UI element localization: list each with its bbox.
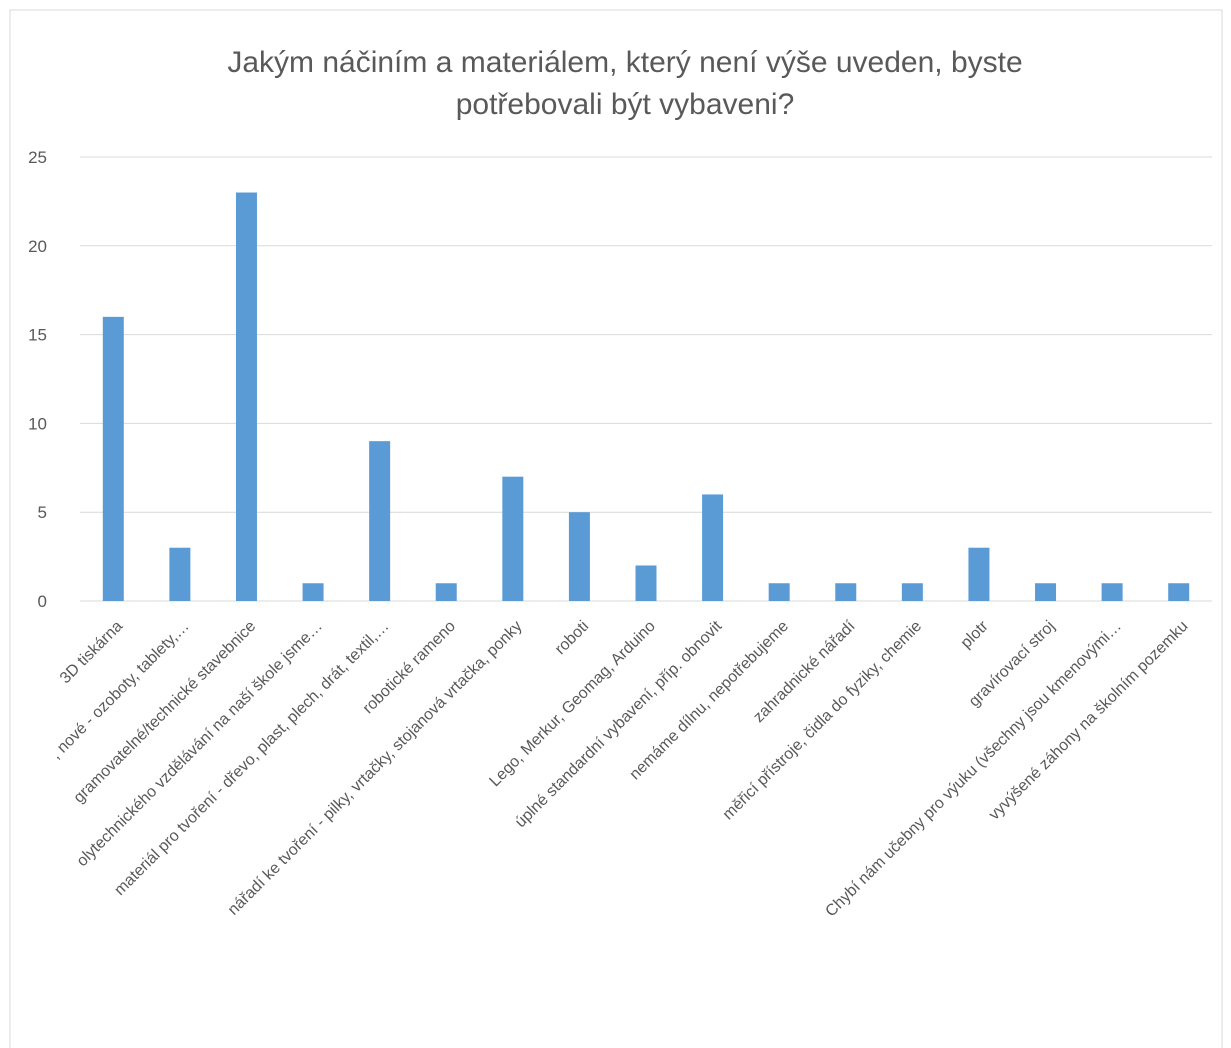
bar: [169, 547, 191, 601]
bar: [1168, 583, 1190, 601]
y-tick-label: 5: [38, 503, 47, 522]
bar: [1035, 583, 1057, 601]
y-tick-label: 25: [28, 148, 47, 167]
bar: [435, 583, 457, 601]
bar: [102, 316, 124, 601]
y-tick-label: 10: [28, 414, 47, 433]
bar: [768, 583, 790, 601]
bar: [635, 565, 657, 601]
bar: [502, 476, 524, 601]
bar: [968, 547, 990, 601]
y-tick-label: 20: [28, 237, 47, 256]
bar: [1101, 583, 1123, 601]
bar: [568, 512, 590, 601]
y-tick-label: 0: [38, 592, 47, 611]
bar: [302, 583, 324, 601]
chart-title: potřebovali být vybaveni?: [456, 88, 795, 121]
chart-frame: [9, 9, 1223, 1048]
bar: [835, 583, 857, 601]
chart-title: Jakým náčiním a materiálem, který není v…: [227, 46, 1022, 79]
bar: [702, 494, 724, 601]
bar: [235, 192, 257, 601]
bar: [369, 441, 391, 601]
bar: [901, 583, 923, 601]
y-tick-label: 15: [28, 326, 47, 345]
